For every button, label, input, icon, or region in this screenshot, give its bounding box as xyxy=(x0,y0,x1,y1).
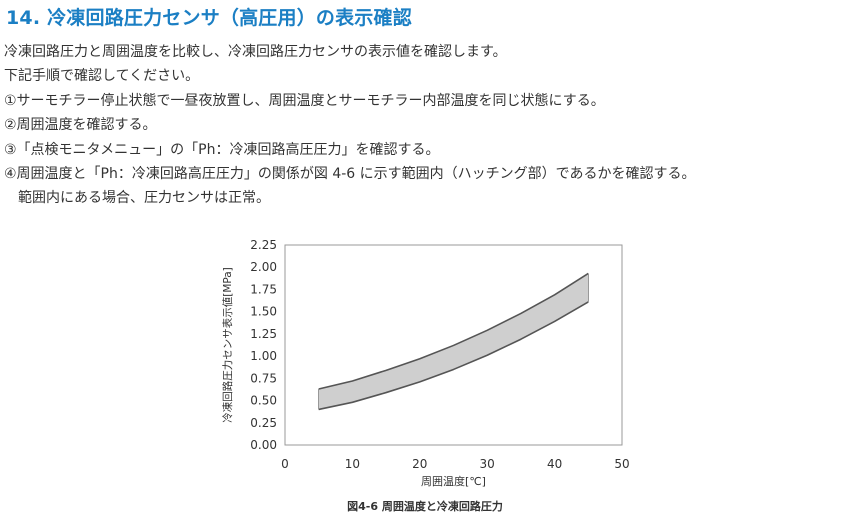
step-continuation: 範囲内にある場合、圧力センサは正常。 xyxy=(18,190,270,207)
section-title: 冷凍回路圧力センサ（高圧用）の表示確認 xyxy=(47,7,412,29)
page-title: 14. 冷凍回路圧力センサ（高圧用）の表示確認 xyxy=(6,3,412,30)
acceptable-range-band xyxy=(318,273,589,410)
instructions: 冷凍回路圧力と周囲温度を比較し、冷凍回路圧力センサの表示値を確認します。 下記手… xyxy=(4,40,848,211)
y-tick-label: 1.25 xyxy=(250,327,277,341)
x-axis-label: 周囲温度[℃] xyxy=(421,474,486,488)
y-tick-label: 2.00 xyxy=(250,260,277,274)
x-tick-label: 30 xyxy=(480,457,495,471)
step-item: ④周囲温度と「Ph：冷凍回路高圧圧力」の関係が図 4-6 に示す範囲内（ハッチン… xyxy=(4,166,696,183)
upper-limit-line xyxy=(318,272,589,390)
y-tick-label: 0.25 xyxy=(250,416,277,430)
step-item: ②周囲温度を確認する。 xyxy=(4,117,157,134)
x-tick-label: 20 xyxy=(412,457,427,471)
section-number: 14. xyxy=(6,7,41,29)
intro-paragraph: 下記手順で確認してください。 xyxy=(4,68,200,85)
x-tick-label: 10 xyxy=(345,457,360,471)
y-tick-label: 1.50 xyxy=(250,305,277,319)
intro-paragraph: 冷凍回路圧力と周囲温度を比較し、冷凍回路圧力センサの表示値を確認します。 xyxy=(4,44,507,60)
x-tick-label: 40 xyxy=(547,457,562,471)
x-tick-label: 50 xyxy=(614,457,629,471)
y-tick-label: 0.75 xyxy=(250,371,277,385)
y-tick-label: 1.75 xyxy=(250,282,277,296)
y-tick-label: 0.50 xyxy=(250,394,277,408)
step-item: ③「点検モニタメニュー」の「Ph：冷凍回路高圧圧力」を確認する。 xyxy=(4,141,440,158)
plot-frame xyxy=(284,244,623,446)
lower-limit-line xyxy=(318,301,589,411)
y-tick-label: 0.00 xyxy=(250,438,277,452)
y-tick-label: 1.00 xyxy=(250,349,277,363)
y-axis-label: 冷凍回路圧力センサ表示値[MPa] xyxy=(221,267,234,423)
figure: 0.00 0.25 0.50 0.75 1.00 1.25 1.50 1.75 2.00 2.25… xyxy=(0,228,850,513)
pressure-chart: 0.00 0.25 0.50 0.75 1.00 1.25 1.50 1.75 2.00 2.25… xyxy=(221,238,630,488)
y-tick-label: 2.25 xyxy=(250,238,277,252)
step-item: ①サーモチラー停止状態で一昼夜放置し、周囲温度とサーモチラー内部温度を同じ状態に… xyxy=(4,92,605,109)
x-tick-label: 0 xyxy=(281,457,289,471)
figure-caption: 図4-6 周囲温度と冷凍回路圧力 xyxy=(347,500,503,513)
